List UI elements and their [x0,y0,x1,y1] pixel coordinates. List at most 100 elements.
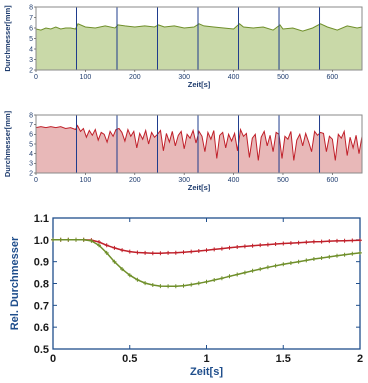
y-axis-label: Rel. Durchmesser [9,236,21,330]
series-2-point [58,237,63,242]
series-2-point [89,238,94,243]
series-1-point [227,245,232,250]
y-tick-label: 0.9 [34,257,49,269]
x-axis-label: Zeit[s] [188,183,211,192]
series-1-point [189,249,194,254]
y-tick-label: 8 [29,4,33,11]
series-2-point [181,283,186,288]
series-1-point [127,249,132,254]
series-1-point [219,246,224,251]
y-tick-label: 6 [29,132,33,139]
x-tick-label: 200 [129,177,141,184]
x-tick-label: 200 [129,74,141,81]
series-2-point [97,243,101,248]
x-tick-label: 1.5 [276,353,291,365]
series-1-point [104,243,109,248]
panel-2: 2 3 4 5 6 7 8 0 100 200 300 400 500 600 Zeit[s] Durchme… [3,110,363,192]
series-1-point [250,243,255,248]
x-axis-label: Zeit[s] [188,80,211,89]
series-2-point [212,278,217,282]
series-2-point [265,265,270,270]
x-tick-label: 300 [178,177,190,184]
series-1-point [112,245,117,250]
series-1-point [204,248,209,253]
y-tick-label: 4 [29,151,33,158]
series-2-point [74,237,78,242]
y-tick-label: 5 [29,36,33,43]
series-1-point [166,250,171,255]
y-tick-label: 5 [29,141,33,148]
series-2-point [358,250,362,255]
series-1-point [235,245,240,249]
series-2-point [135,277,140,282]
series-2-point [104,250,109,255]
series-2-point [242,270,247,275]
series-2-point [335,253,339,258]
y-tick-label: 6 [29,25,33,32]
y-tick-label: 7 [29,122,33,129]
series-2-point [304,258,309,263]
x-tick-label: 600 [327,74,339,81]
series-1-point [350,238,355,243]
series-1-point [296,240,301,245]
series-2-point [273,263,278,268]
x-tick-label: 0 [50,353,56,365]
series-1-point [288,241,293,246]
series-2-point [219,276,224,281]
series-2-point [150,283,155,287]
series-2-point [250,268,255,273]
y-tick-label: 1.1 [34,213,49,225]
y-tick-label: 4 [29,46,33,53]
series-1-point [273,242,278,246]
series-2-point [81,237,86,242]
series-line [35,23,363,32]
x-axis-label: Zeit[s] [190,366,223,378]
series-2-point [166,284,171,289]
y-tick-label: 0.8 [34,279,49,291]
series-1-point [258,243,263,248]
series-2-point [235,272,240,277]
x-tick-label: 400 [228,74,240,81]
x-tick-label: 400 [228,177,240,184]
y-tick-label: 1.0 [34,235,49,247]
panel-1: 2 3 4 5 6 7 8 0 100 200 300 400 500 600 Zeit[s] Durchme… [3,4,363,89]
x-tick-label: 300 [178,74,190,81]
series-2-point [143,281,148,286]
series-2-point [311,257,316,261]
y-axis-label: Durchmesser[mm] [3,110,12,177]
series-2-point [327,254,332,259]
y-tick-label: 0.7 [34,300,49,312]
x-tick-label: 100 [80,74,92,81]
panel-3: 0.50.60.70.80.91.01.10 0.5 1 1.5 2Zeit[s]Rel… [9,213,363,378]
series-2-point [158,284,163,289]
series-2-point [189,282,194,287]
series-1-point [311,239,316,244]
series-1-point [281,241,286,246]
y-tick-label: 3 [29,161,33,168]
series-2-point [227,274,232,279]
series-1-point [358,238,362,243]
series-1-point [150,251,155,256]
series-1-point [158,251,163,256]
y-tick-label: 2 [29,170,33,177]
series-2-point [66,237,71,242]
series-2-point [204,279,209,284]
series-line [35,124,363,161]
series-1-point [212,247,217,252]
series-1-point [120,248,125,253]
series-1-point [242,244,247,249]
series-2-point [288,261,293,265]
series-1-point [181,250,186,255]
series-1-point [327,239,332,244]
series-2-point [350,251,355,256]
series-1-point [319,239,324,244]
x-tick-label: 0 [34,74,38,81]
series-2-point [120,267,125,272]
series-1-point [265,242,270,247]
series-2-point [296,259,301,264]
y-axis-label: Durchmesser[mm] [3,5,12,72]
series-1-point [143,250,148,255]
series-2-point [342,252,347,257]
series-1-point [304,240,309,245]
x-tick-label: 500 [277,74,289,81]
